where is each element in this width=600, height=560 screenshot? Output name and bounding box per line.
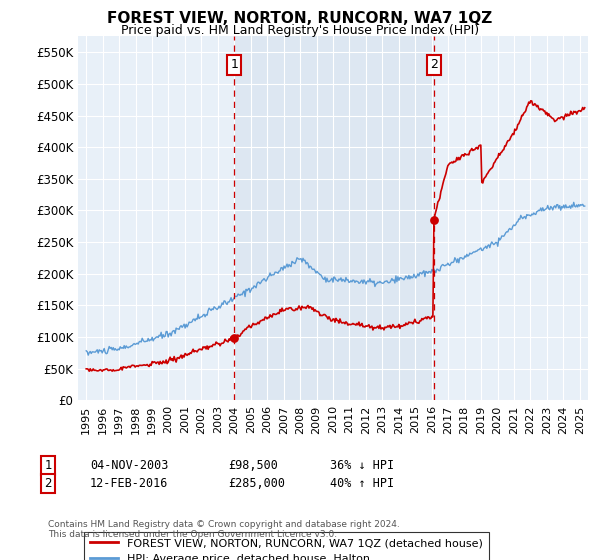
Point [429, 216, 439, 225]
Text: 04-NOV-2003: 04-NOV-2003 [90, 459, 169, 473]
Bar [234, 36, 434, 400]
Text: 36% ↓ HPI: 36% ↓ HPI [330, 459, 394, 473]
Text: Contains HM Land Registry data © Crown copyright and database right 2024.
This d: Contains HM Land Registry data © Crown c… [48, 520, 400, 539]
Text: 12-FEB-2016: 12-FEB-2016 [90, 477, 169, 491]
Text: Price paid vs. HM Land Registry's House Price Index (HPI): Price paid vs. HM Land Registry's House … [121, 24, 479, 37]
Text: 1: 1 [230, 58, 238, 71]
Text: 2: 2 [44, 477, 52, 491]
Text: 2: 2 [430, 58, 437, 71]
Text: 1: 1 [44, 459, 52, 473]
Text: £98,500: £98,500 [228, 459, 278, 473]
Legend: FOREST VIEW, NORTON, RUNCORN, WA7 1QZ (detached house), HPI: Average price, deta: FOREST VIEW, NORTON, RUNCORN, WA7 1QZ (d… [83, 531, 490, 560]
Text: £285,000: £285,000 [228, 477, 285, 491]
Text: FOREST VIEW, NORTON, RUNCORN, WA7 1QZ: FOREST VIEW, NORTON, RUNCORN, WA7 1QZ [107, 11, 493, 26]
Point [229, 334, 239, 343]
Text: 40% ↑ HPI: 40% ↑ HPI [330, 477, 394, 491]
